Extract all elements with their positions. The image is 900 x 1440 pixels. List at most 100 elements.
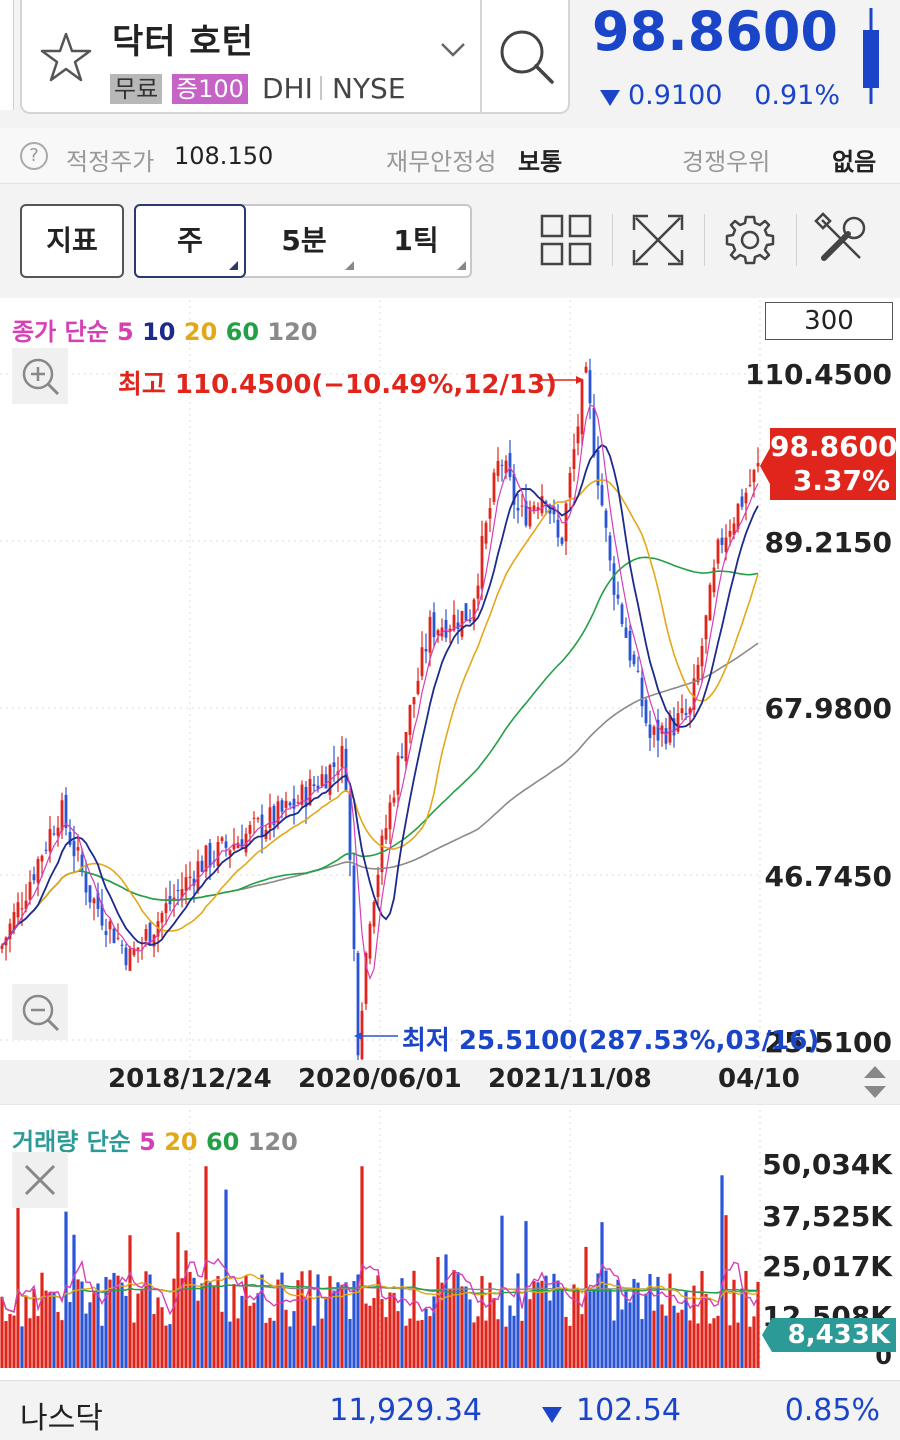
candle-body (324, 774, 328, 789)
volume-bar (328, 1276, 332, 1368)
volume-bar (288, 1326, 292, 1368)
back-edge[interactable] (0, 0, 14, 110)
candle-body (24, 900, 28, 910)
star-icon[interactable] (38, 30, 94, 86)
volume-bar (688, 1320, 692, 1368)
volume-bar (52, 1291, 56, 1368)
volume-bar (184, 1250, 188, 1368)
volume-bar (400, 1278, 404, 1368)
candle-body (720, 537, 724, 545)
volume-bar (432, 1296, 436, 1368)
index-value: 11,929.34 (329, 1393, 482, 1428)
candle-body (632, 654, 636, 665)
expand-icon[interactable] (630, 212, 686, 268)
candle-body (284, 800, 288, 808)
volume-legend[interactable]: 거래량 단순 5 20 60 120 (12, 1122, 298, 1157)
candle-body (392, 797, 396, 803)
range-input[interactable]: 300 (765, 302, 893, 340)
volume-bar (532, 1281, 536, 1368)
volume-bar (260, 1274, 264, 1368)
tag-percent: 3.37% (792, 464, 890, 497)
volume-bar (320, 1318, 324, 1368)
volume-bar (212, 1286, 216, 1368)
price-chart[interactable] (0, 298, 900, 1380)
date-label: 2021/11/08 (488, 1064, 652, 1094)
volume-bar (568, 1325, 572, 1368)
price-legend[interactable]: 종가 단순 5 10 20 60 120 (12, 312, 318, 347)
resize-arrows-icon[interactable] (862, 1064, 888, 1100)
ticker-divider (320, 76, 322, 100)
volume-bar (608, 1289, 612, 1368)
tools-icon[interactable] (814, 212, 870, 268)
volume-bar (40, 1272, 44, 1368)
volume-bar (416, 1320, 420, 1368)
down-triangle-icon (600, 90, 620, 106)
candle-body (420, 647, 424, 677)
close-volume-button[interactable] (12, 1152, 68, 1208)
candle-body (280, 800, 284, 812)
candle-body (472, 599, 476, 622)
legend-vol120: 120 (247, 1128, 298, 1156)
candle-body (716, 539, 720, 564)
volume-bar (72, 1234, 76, 1368)
candle-body (576, 426, 580, 444)
date-axis-band[interactable] (0, 1060, 900, 1104)
volume-bar (748, 1326, 752, 1368)
candle-body (740, 496, 744, 507)
zoom-out-button[interactable] (12, 984, 68, 1040)
candle-body (452, 614, 456, 631)
volume-bar (520, 1320, 524, 1368)
gear-icon[interactable] (722, 212, 778, 268)
volume-bar (116, 1275, 120, 1368)
index-change: 102.54 (576, 1393, 681, 1428)
ma60-line (1, 556, 759, 947)
candle-body (604, 510, 608, 528)
volume-bar (364, 1303, 368, 1368)
candle-body (648, 724, 652, 738)
volume-bar (304, 1298, 308, 1368)
search-icon[interactable] (496, 26, 558, 88)
candle-body (528, 507, 532, 527)
moving-average-lines (1, 404, 759, 981)
volume-bar (196, 1300, 200, 1368)
candle-body (656, 719, 660, 741)
candle-body (272, 806, 276, 826)
candle-body (432, 612, 436, 638)
candle-body (672, 718, 676, 736)
candle-body (0, 945, 4, 949)
indicator-button[interactable]: 지표 (20, 204, 124, 278)
volume-bar (280, 1272, 284, 1368)
candle-body (116, 937, 120, 939)
volume-bar (428, 1316, 432, 1368)
candle-body (752, 469, 756, 483)
grid-layout-icon[interactable] (538, 212, 594, 268)
period-week-label: 주 (177, 224, 203, 257)
help-icon[interactable]: ? (20, 142, 48, 170)
candle-body (64, 794, 68, 828)
period-5min-button[interactable]: 5분 (248, 206, 360, 276)
candle-body (340, 745, 344, 768)
chevron-down-icon[interactable] (438, 40, 468, 60)
volume-bar (248, 1305, 252, 1368)
volume-bar (388, 1292, 392, 1368)
high-annotation: 최고 110.4500(−10.49%,12/13) (118, 370, 557, 400)
market-index-bar[interactable]: 나스닥 11,929.34 102.54 0.85% (0, 1380, 900, 1440)
candle-body (652, 726, 656, 735)
volume-bar (384, 1317, 388, 1368)
stock-name[interactable]: 닥터 호턴 (112, 22, 254, 62)
period-tick-button[interactable]: 1틱 (360, 206, 472, 276)
candle-body (356, 953, 360, 1056)
period-week-button[interactable]: 주 (134, 204, 246, 278)
volume-bar (308, 1270, 312, 1368)
down-triangle-icon (542, 1407, 562, 1423)
zoom-in-button[interactable] (12, 348, 68, 404)
volume-bar (660, 1304, 664, 1368)
volume-bar (348, 1318, 352, 1368)
header: 닥터 호턴 무료 증100 DHI NYSE 98.8600 0.9100 0.… (0, 0, 900, 128)
date-label: 04/10 (718, 1064, 800, 1094)
volume-bar (188, 1271, 192, 1368)
candle-body (196, 861, 200, 891)
candle-body (488, 508, 492, 519)
volume-axis-label: 25,017K (762, 1250, 892, 1283)
